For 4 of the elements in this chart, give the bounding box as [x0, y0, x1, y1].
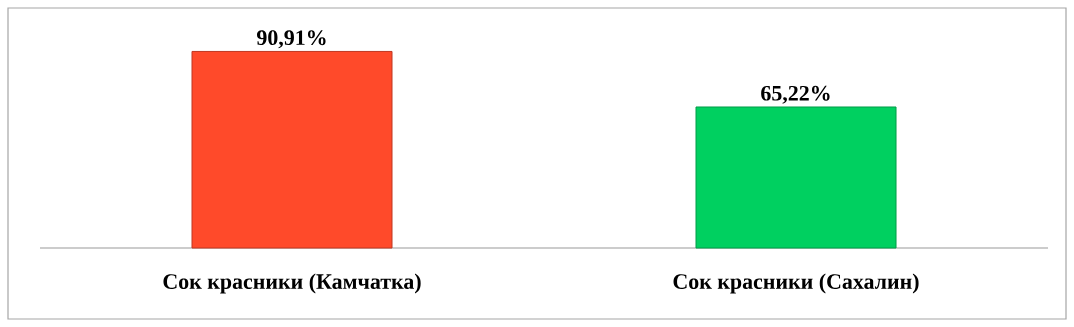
- data-label: 65,22%: [761, 85, 830, 104]
- data-label: 90,91%: [256, 30, 326, 49]
- x-tick-label: Сок красники (Камчатка): [163, 273, 421, 294]
- x-tick-label: Сок красники (Сахалин): [673, 273, 919, 294]
